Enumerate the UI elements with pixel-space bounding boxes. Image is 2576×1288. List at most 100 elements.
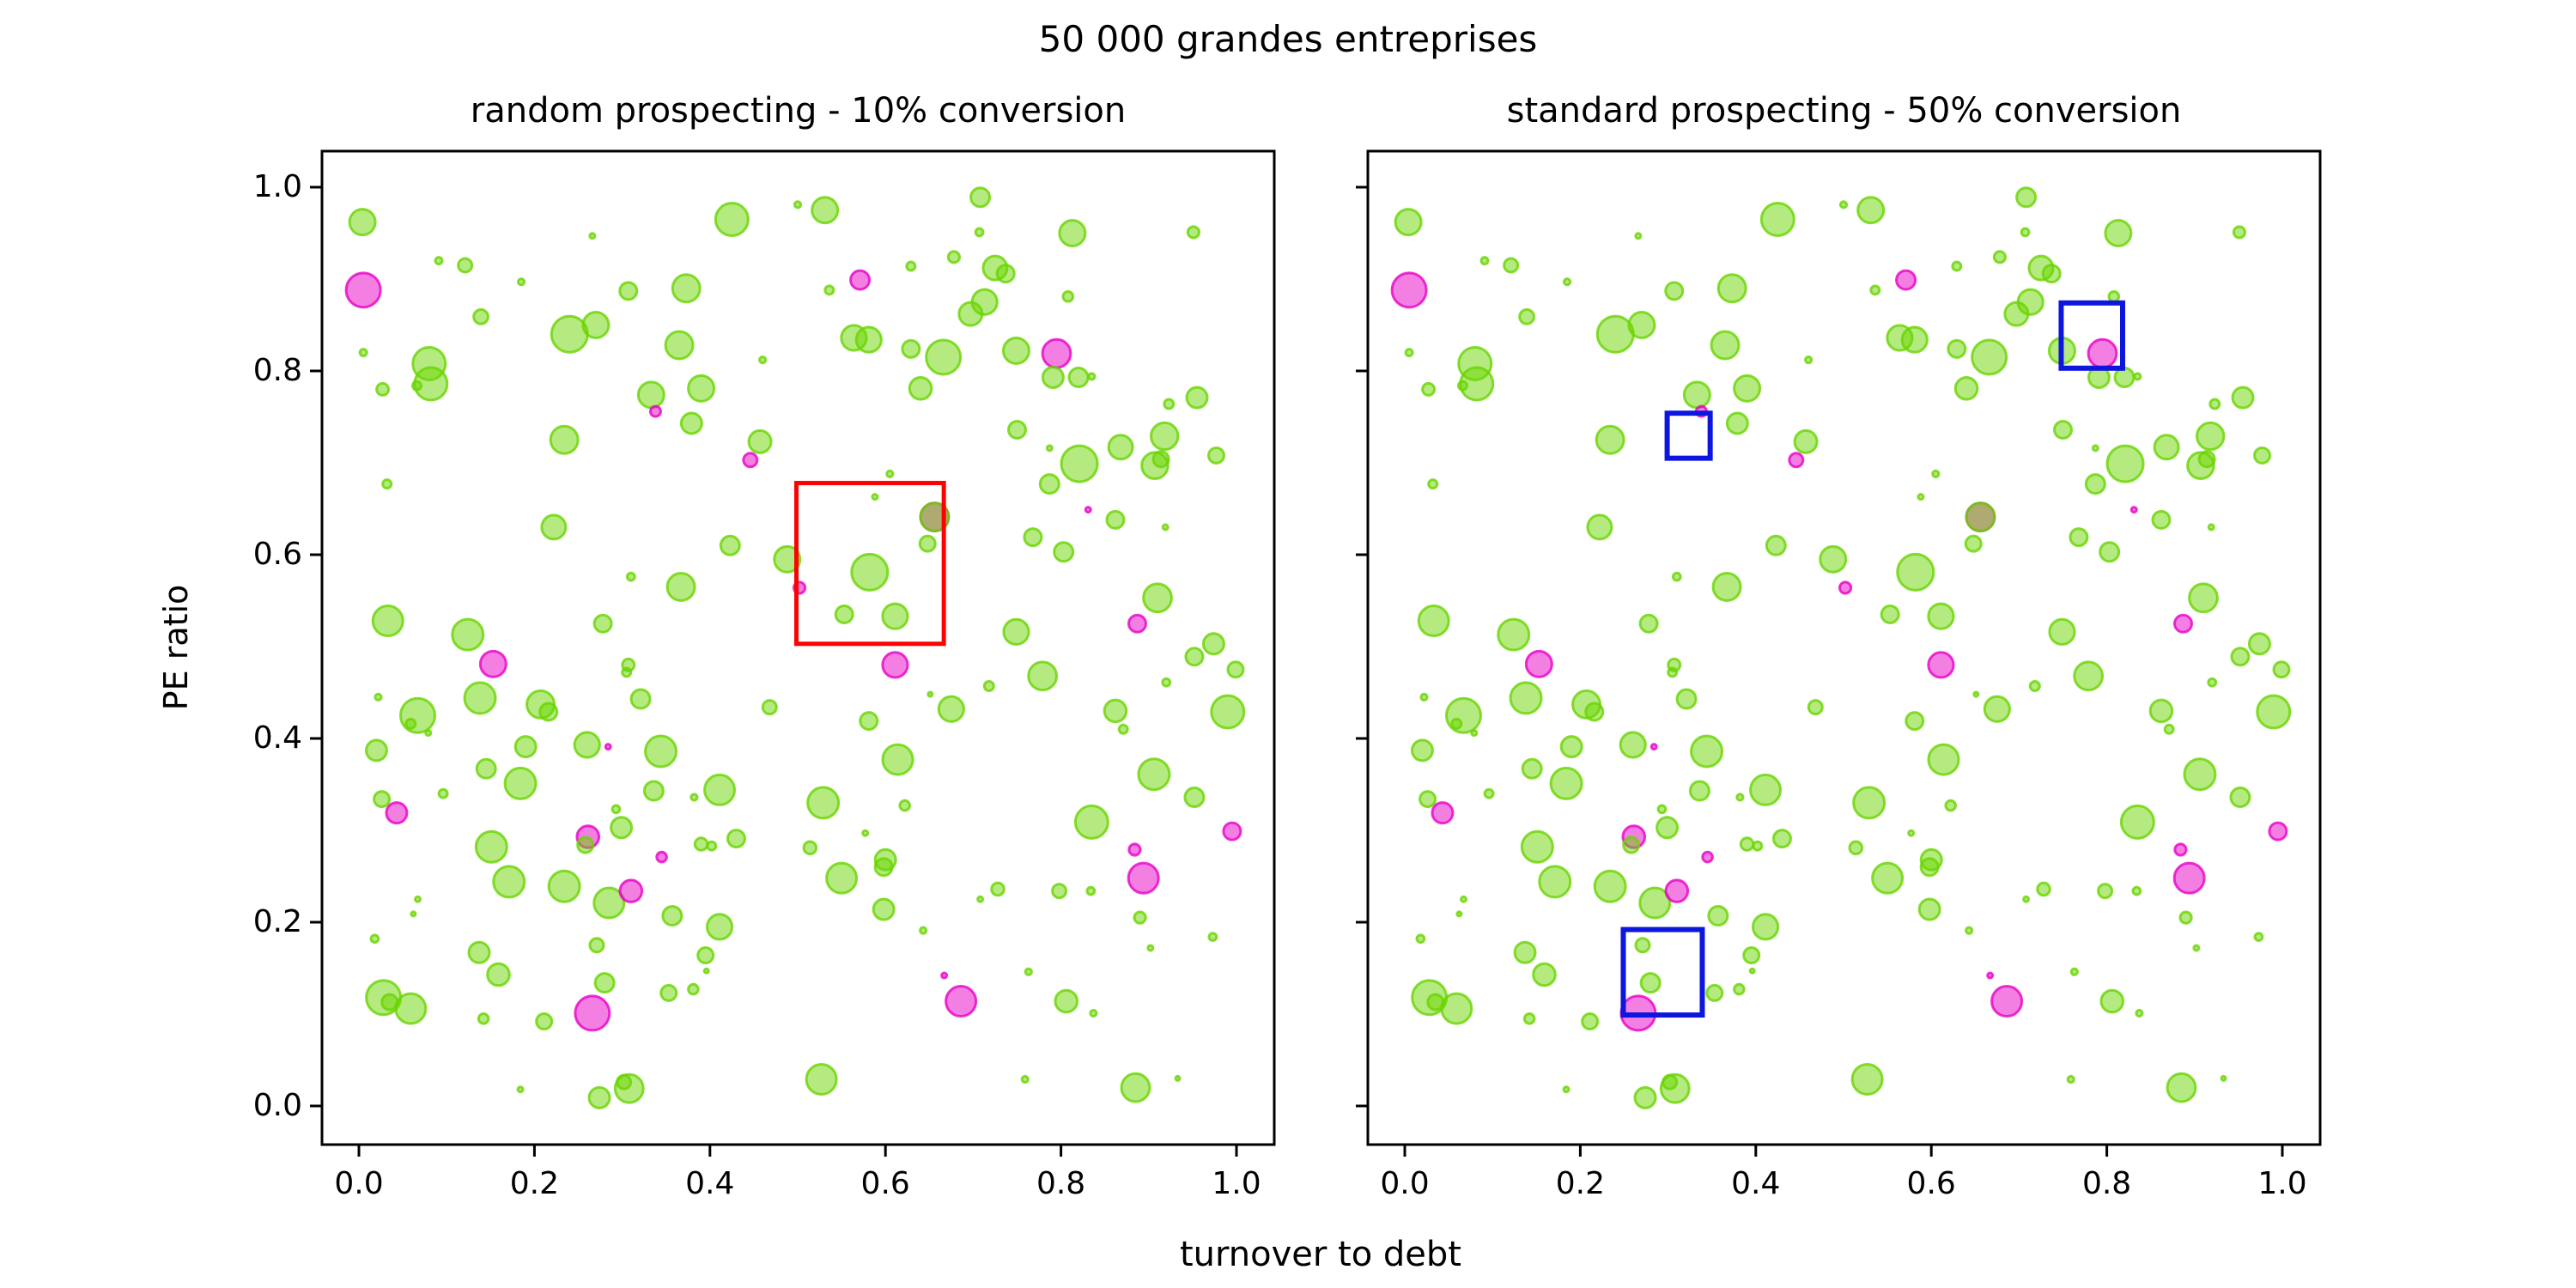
bubble-green	[1450, 717, 1463, 730]
bubble-green	[702, 967, 710, 975]
plot-area-left	[310, 149, 1276, 1157]
bubble-green	[1586, 513, 1613, 541]
bubble-green	[2107, 290, 2121, 303]
bubble-green	[2119, 804, 2155, 840]
y-axis-label: PE ratio	[157, 584, 195, 711]
bubble-green	[642, 780, 665, 802]
bubble-green	[576, 835, 595, 854]
bubble-green	[1965, 926, 1974, 935]
bubble-green	[1951, 260, 1963, 272]
bubble-green	[467, 940, 491, 964]
bubble-green	[611, 804, 622, 815]
bubble-green	[714, 201, 750, 237]
y-tick-label: 0.6	[252, 537, 302, 572]
bubble-green	[1562, 277, 1572, 287]
bubble-green	[908, 376, 933, 401]
bubble-green	[1394, 208, 1423, 237]
bubble-green	[1619, 731, 1647, 759]
bubble-green	[1639, 972, 1662, 994]
bubble-green	[588, 232, 597, 240]
bubble-green	[1751, 913, 1780, 941]
bubble-green	[1404, 348, 1414, 358]
bubble-green	[2272, 660, 2291, 679]
axes-frame	[1366, 149, 2322, 1146]
bubble-magenta	[648, 404, 662, 418]
x-tick-label: 0.6	[860, 1166, 910, 1201]
x-tick-label: 0.0	[1380, 1166, 1430, 1201]
bubble-magenta	[1127, 613, 1148, 634]
bubble-green	[1161, 677, 1172, 688]
bubble-green	[1880, 605, 1900, 625]
bubble-green	[587, 1085, 611, 1109]
x-axis-label: turnover to debt	[1180, 1235, 1461, 1274]
bubble-green	[2166, 1072, 2197, 1103]
bubble-green	[381, 478, 393, 490]
bubble-green	[805, 1062, 838, 1096]
bubble-green	[2247, 632, 2271, 656]
bubble-green	[1671, 571, 1682, 582]
bubble-green	[472, 307, 489, 325]
bubble-green	[1633, 1085, 1657, 1109]
bubble-green	[773, 544, 802, 574]
x-tick-label: 0.0	[334, 1166, 384, 1201]
bubble-green	[2163, 723, 2175, 735]
bubble-green	[1419, 692, 1429, 702]
bubble-green	[437, 787, 449, 799]
bubble-green	[1707, 905, 1729, 927]
bubble-green	[364, 738, 388, 762]
bubble-green	[1593, 869, 1627, 903]
bubble-green	[1137, 757, 1171, 792]
bubble-green	[2020, 227, 2031, 238]
bubble-green	[946, 250, 962, 264]
bubble-green	[1983, 695, 2011, 723]
bubble-green	[1931, 469, 1941, 478]
bubble-green	[1410, 738, 1434, 762]
bubble-green	[581, 311, 611, 339]
bubble-green	[937, 695, 965, 723]
bubble-green	[369, 933, 380, 945]
bubble-green	[1869, 284, 1881, 296]
axes-frame	[320, 149, 1276, 1146]
bubble-green	[1038, 473, 1060, 495]
bubble-green	[451, 617, 485, 652]
bubble-green	[1927, 602, 1955, 630]
bubble-green	[2003, 301, 2030, 327]
bubble-green	[974, 227, 985, 238]
bubble-green	[806, 786, 841, 820]
bubble-green	[1483, 787, 1495, 799]
bubble-green	[2048, 617, 2076, 646]
bubble-green	[2148, 698, 2174, 724]
bubble-green	[1085, 885, 1097, 896]
bubble-green	[1417, 605, 1450, 638]
bubble-green	[394, 992, 428, 1025]
bubble-green	[373, 790, 392, 809]
bubble-green	[1733, 982, 1746, 996]
bubble-green	[1656, 816, 1680, 840]
bubble-green	[1183, 786, 1206, 808]
bubble-magenta	[1838, 580, 1853, 595]
scatter-svg-left	[310, 149, 1276, 1157]
bubble-green	[475, 757, 497, 780]
bubble-green	[625, 571, 636, 582]
bubble-green	[477, 1012, 490, 1025]
bubble-green	[2207, 523, 2215, 532]
bubble-magenta	[1990, 985, 2024, 1018]
bubble-green	[1073, 804, 1109, 840]
bubble-green	[1206, 446, 1225, 465]
bubble-green	[621, 666, 633, 678]
bubble-green	[1838, 200, 1849, 210]
y-tick-label: 0.2	[252, 904, 302, 939]
x-tick-label: 0.8	[1036, 1166, 1086, 1201]
bubble-green	[1520, 829, 1554, 864]
y-tick-label: 0.8	[252, 353, 302, 388]
x-tick-label: 0.4	[1731, 1166, 1781, 1201]
bubble-green	[2091, 444, 2099, 453]
bubble-green	[1748, 967, 1756, 975]
bubble-green	[1638, 613, 1659, 634]
bubble-green	[1752, 840, 1764, 852]
bubble-green	[1427, 478, 1439, 490]
bubble-green	[1459, 895, 1467, 903]
bubble-green	[898, 799, 911, 812]
subplot-title-left: random prospecting - 10% conversion	[470, 91, 1127, 131]
bubble-green	[1733, 374, 1762, 403]
